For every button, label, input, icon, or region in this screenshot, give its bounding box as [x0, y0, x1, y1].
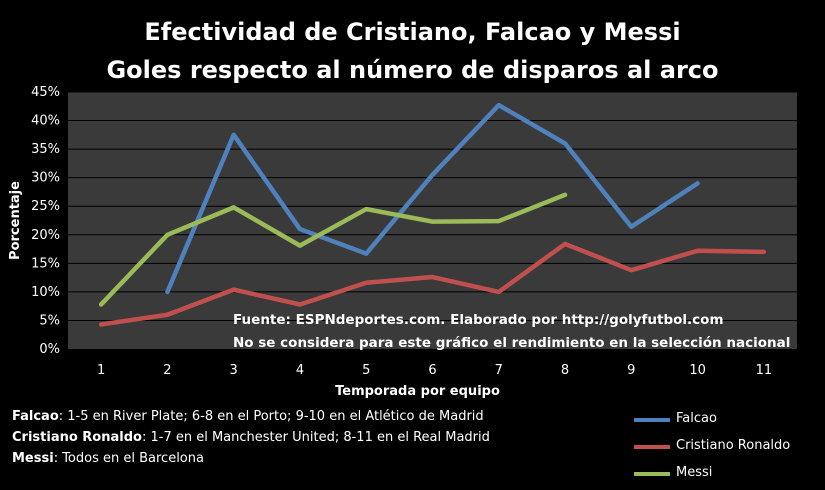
legend-label: Falcao [676, 411, 717, 426]
x-tick-label: 3 [230, 363, 238, 378]
note-messi: Messi: Todos en el Barcelona [12, 448, 490, 469]
x-tick-label: 10 [689, 363, 706, 378]
y-tick-label: 35% [31, 142, 60, 157]
y-tick-label: 45% [31, 85, 60, 100]
y-tick-label: 25% [31, 199, 60, 214]
series-line-cristiano-ronaldo [98, 241, 767, 327]
y-tick-label: 20% [31, 228, 60, 243]
legend-label: Cristiano Ronaldo [676, 438, 791, 453]
note-falcao: Falcao: 1-5 en River Plate; 6-8 en el Po… [12, 406, 490, 427]
x-tick-label: 9 [627, 363, 635, 378]
legend-swatch [634, 418, 670, 422]
note-text: : 1-5 en River Plate; 6-8 en el Porto; 9… [58, 409, 484, 424]
x-tick-label: 11 [756, 363, 773, 378]
x-tick-label: 8 [561, 363, 569, 378]
x-tick-label: 6 [428, 363, 436, 378]
series-line-messi [98, 192, 568, 307]
note-player: Falcao [12, 409, 59, 424]
y-tick-label: 5% [39, 313, 60, 328]
x-tick-label: 5 [362, 363, 370, 378]
legend-swatch [634, 472, 670, 476]
x-tick-label: 4 [296, 363, 304, 378]
season-notes: Falcao: 1-5 en River Plate; 6-8 en el Po… [12, 406, 490, 469]
chart-title: Efectividad de Cristiano, Falcao y Messi [144, 18, 681, 46]
x-tick-label: 1 [97, 363, 105, 378]
y-tick-label: 15% [31, 256, 60, 271]
y-axis-label: Porcentaje [8, 181, 23, 260]
y-tick-label: 40% [31, 114, 60, 129]
series-line-falcao [165, 102, 700, 295]
legend-swatch [634, 445, 670, 449]
note-player: Messi [12, 451, 54, 466]
legend-label: Messi [676, 465, 713, 480]
x-axis-label: Temporada por equipo [335, 384, 500, 399]
y-tick-label: 30% [31, 171, 60, 186]
note-annotation: No se considera para este gráfico el ren… [233, 335, 790, 351]
line-chart: 0% 5% 10% 15% 20% 25% 30% 35% 40% 45% 1 2 3 4 5 6 7 8 9 10 1… [8, 85, 797, 399]
source-annotation: Fuente: ESPNdeportes.com. Elaborado por … [233, 312, 724, 328]
x-tick-label: 2 [163, 363, 171, 378]
chart-subtitle: Goles respecto al número de disparos al … [106, 56, 719, 84]
note-text: : Todos en el Barcelona [53, 451, 204, 466]
note-cristiano: Cristiano Ronaldo: 1-7 en el Manchester … [12, 427, 490, 448]
note-player: Cristiano Ronaldo [12, 430, 142, 445]
y-tick-label: 10% [31, 285, 60, 300]
y-tick-label: 0% [39, 342, 60, 357]
x-tick-label: 7 [495, 363, 503, 378]
note-text: : 1-7 en el Manchester United; 8-11 en e… [141, 430, 490, 445]
